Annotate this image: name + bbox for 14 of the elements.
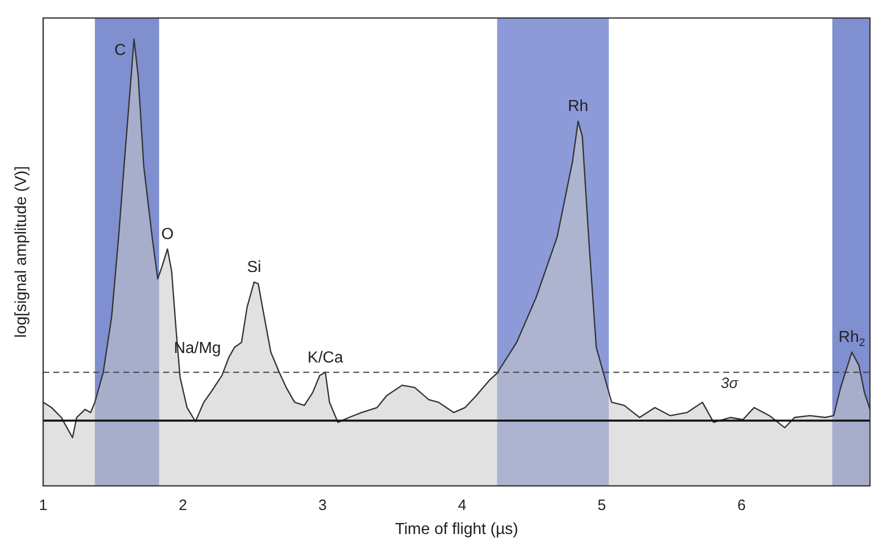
- x-tick-label: 5: [598, 496, 606, 514]
- annotation: Si: [246, 259, 262, 276]
- annotation: K/Ca: [308, 349, 344, 366]
- x-axis-title: Time of flight (µs): [394, 520, 518, 538]
- x-tick-label: 4: [458, 496, 466, 514]
- x-tick-label: 6: [737, 496, 746, 514]
- x-tick-label: 1: [39, 496, 48, 514]
- y-axis-title: log[signal amplitude (V)]: [13, 166, 30, 338]
- annotation: O: [161, 226, 174, 243]
- annotation: C: [114, 42, 126, 59]
- x-tick-label: 3: [318, 496, 327, 514]
- annotation: Rh: [568, 98, 588, 116]
- ref-line-label: 3σ: [720, 374, 740, 392]
- x-tick-label: 2: [178, 496, 188, 514]
